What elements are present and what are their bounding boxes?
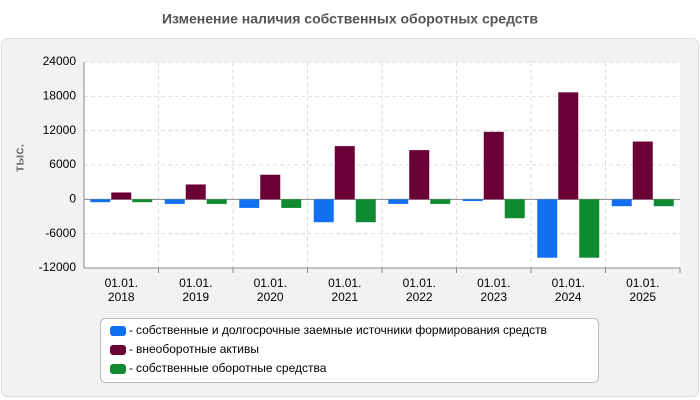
bar <box>132 199 153 203</box>
bar <box>206 199 227 204</box>
x-tick-label: 01.01. 2024 <box>551 276 585 304</box>
y-tick-label: 18000 <box>43 89 77 103</box>
y-axis-label: тыс. <box>11 144 26 172</box>
bar <box>281 199 302 208</box>
bar <box>334 146 355 200</box>
y-tick-label: -12000 <box>39 260 77 274</box>
x-tick-label: 01.01. 2019 <box>179 276 213 304</box>
x-tick-label: 01.01. 2020 <box>253 276 287 304</box>
y-tick-label: -6000 <box>45 226 76 240</box>
bar <box>579 199 600 258</box>
bar <box>558 92 579 200</box>
bar <box>239 199 260 208</box>
legend-label: собственные оборотные средства <box>136 361 327 375</box>
y-tick-label: 12000 <box>43 123 77 137</box>
bar <box>90 199 111 203</box>
x-tick-label: 01.01. 2021 <box>328 276 362 304</box>
legend-swatch <box>110 364 126 374</box>
legend-dash: - <box>129 342 133 356</box>
bar <box>355 199 376 223</box>
x-tick-label: 01.01. 2025 <box>626 276 660 304</box>
chart-title: Изменение наличия собственных оборотных … <box>162 11 538 27</box>
bar <box>409 150 430 200</box>
y-tick-label: 6000 <box>49 157 76 171</box>
bar <box>313 199 334 223</box>
y-tick-label: 24000 <box>43 54 77 68</box>
x-tick-label: 01.01. 2022 <box>402 276 436 304</box>
bar <box>483 131 504 200</box>
bar <box>164 199 185 204</box>
bar <box>462 199 483 202</box>
legend-swatch <box>110 326 126 336</box>
bar <box>611 199 632 207</box>
x-tick-label: 01.01. 2023 <box>477 276 511 304</box>
legend-label: собственные и долгосрочные заемные источ… <box>136 323 547 337</box>
bar <box>430 199 451 204</box>
bar <box>111 192 132 200</box>
bar <box>388 199 409 204</box>
x-tick-label: 01.01. 2018 <box>104 276 138 304</box>
bar <box>185 184 206 200</box>
legend-label: внеоборотные активы <box>136 342 259 356</box>
bar <box>537 199 558 258</box>
bar <box>504 199 525 219</box>
legend-dash: - <box>129 323 133 337</box>
bar <box>260 174 281 200</box>
legend <box>100 318 599 383</box>
legend-dash: - <box>129 361 133 375</box>
bar <box>653 199 674 207</box>
legend-swatch <box>110 345 126 355</box>
y-tick-label: 0 <box>69 192 76 206</box>
bar <box>632 141 653 200</box>
